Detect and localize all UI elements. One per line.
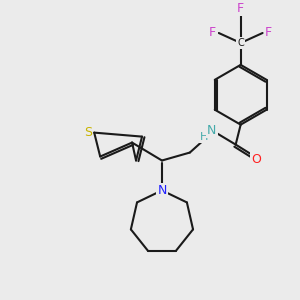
Text: H: H bbox=[200, 132, 208, 142]
Text: O: O bbox=[252, 153, 262, 166]
Text: F: F bbox=[265, 26, 272, 40]
Text: F: F bbox=[209, 26, 216, 40]
Text: S: S bbox=[84, 126, 92, 139]
Text: C: C bbox=[237, 38, 244, 48]
Text: N: N bbox=[207, 124, 217, 137]
Text: F: F bbox=[237, 2, 244, 15]
Text: N: N bbox=[157, 184, 167, 197]
